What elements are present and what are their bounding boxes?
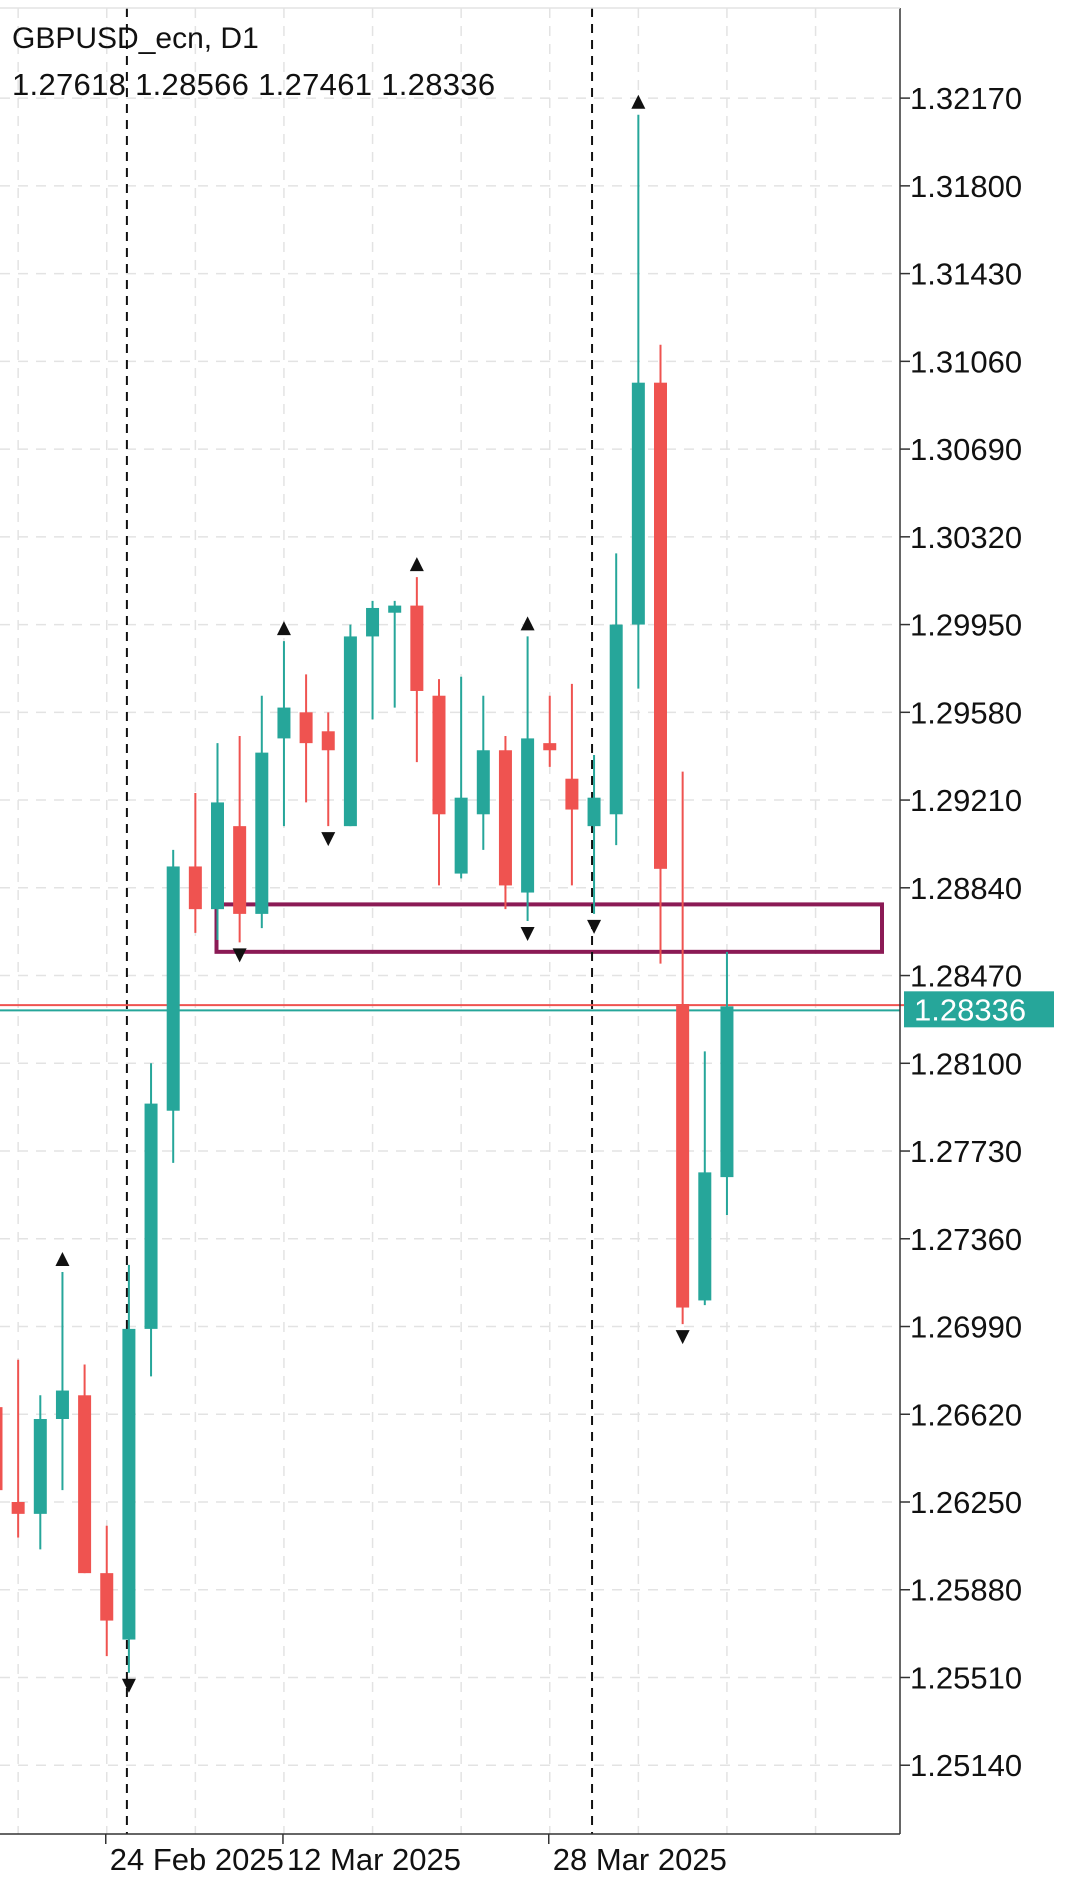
fractal-marker-down-4 [321,832,336,847]
x-tick-label-2: 28 Mar 2025 [553,1842,727,1877]
candle-body-25 [543,743,557,751]
y-tick-label-14: 1.26990 [910,1310,1022,1345]
candle-body-22 [476,750,490,815]
y-tick-label-0: 1.32170 [910,81,1022,116]
candle-body-18 [388,605,402,613]
y-tick-label-18: 1.25510 [910,1660,1022,1695]
candle-body-30 [654,382,667,869]
fractal-markers [55,94,690,1693]
candle-body-31 [676,1004,690,1308]
y-tick-label-17: 1.25880 [910,1573,1022,1608]
candle-body-26 [565,778,579,810]
candle-body-17 [366,607,380,637]
candle-body-4 [78,1395,92,1574]
candle-body-5 [100,1573,114,1621]
current-price-label: 1.28336 [914,992,1026,1027]
y-axis: 1.32170 1.31800 1.31430 1.31060 1.30690 1.303… [900,81,1022,1783]
candle-body-2 [33,1419,47,1514]
ohlc-values: 1.27618 1.28566 1.27461 1.28336 [12,67,496,102]
candle-body-20 [432,695,446,815]
y-tick-label-4: 1.30690 [910,432,1022,467]
x-tick-label-0: 24 Feb 2025 [110,1842,284,1877]
fractal-marker-up-3 [276,621,291,636]
fractal-marker-up-9 [631,94,646,109]
y-tick-label-15: 1.26620 [910,1397,1022,1432]
fractal-marker-down-7 [520,927,535,941]
chart-frame [0,7,901,1835]
candle-body-9 [188,866,202,910]
candle-body-15 [321,731,335,751]
fractal-marker-up-5 [409,557,424,572]
candles [0,114,734,1673]
y-tick-label-8: 1.29210 [910,783,1022,818]
fractal-marker-up-6 [520,616,535,631]
y-tick-label-7: 1.29580 [910,695,1022,730]
candle-body-12 [255,752,269,914]
x-tick-label-1: 12 Mar 2025 [287,1842,461,1877]
candle-body-1 [11,1502,25,1514]
y-tick-label-3: 1.31060 [910,344,1022,379]
y-tick-label-5: 1.30320 [910,520,1022,555]
candle-body-14 [299,712,313,744]
candle-body-27 [587,797,601,827]
y-tick-label-6: 1.29950 [910,608,1022,643]
candle-body-0 [0,1407,3,1491]
candle-body-23 [498,750,512,886]
y-tick-label-10: 1.28470 [910,959,1022,994]
candle-body-8 [166,866,180,1111]
fractal-marker-down-1 [121,1678,136,1693]
fractal-marker-down-8 [587,919,602,934]
candle-body-28 [609,624,623,815]
fractal-marker-down-10 [675,1330,690,1345]
fractal-marker-up-0 [55,1251,70,1266]
y-tick-label-2: 1.31430 [910,257,1022,292]
candle-body-11 [233,826,247,914]
y-tick-label-12: 1.27730 [910,1134,1022,1169]
current-price-layer: 1.28336 [904,991,1054,1028]
y-tick-label-13: 1.27360 [910,1222,1022,1257]
candle-body-24 [521,738,535,893]
symbol-timeframe: GBPUSD_ecn, D1 [12,22,259,55]
y-tick-label-9: 1.28840 [910,871,1022,906]
y-tick-label-1: 1.31800 [910,169,1022,204]
candle-body-10 [211,802,224,910]
candle-body-16 [343,636,357,827]
candle-body-6 [122,1328,136,1640]
candle-body-13 [277,707,291,739]
fractal-marker-down-2 [232,948,247,963]
y-tick-label-19: 1.25140 [910,1748,1022,1783]
candle-body-3 [55,1390,69,1419]
price-line-layer [0,1004,1050,1012]
dashed-vlines [125,8,594,1834]
candle-body-19 [410,605,424,691]
candle-body-32 [698,1172,712,1301]
x-axis: 24 Feb 2025 12 Mar 2025 28 Mar 2025 [105,1834,727,1877]
y-tick-label-11: 1.28100 [910,1046,1022,1081]
current-price-badge [904,991,1054,1028]
candle-body-7 [144,1103,158,1329]
y-tick-label-16: 1.26250 [910,1485,1022,1520]
candle-body-29 [631,382,645,625]
candle-body-33 [720,1006,734,1178]
candle-body-21 [454,797,468,874]
